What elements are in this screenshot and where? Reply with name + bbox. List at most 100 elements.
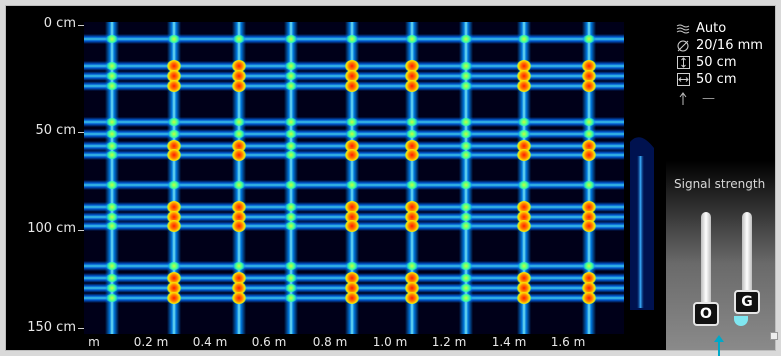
signal-knob-o[interactable]: O bbox=[693, 302, 719, 326]
rebar-crossing bbox=[106, 181, 118, 189]
rebar-crossing bbox=[106, 35, 118, 43]
signal-strength-title: Signal strength bbox=[674, 177, 766, 191]
rebar-crossing bbox=[346, 118, 358, 126]
rebar-crossing bbox=[518, 118, 530, 126]
signal-knob-g[interactable]: G bbox=[734, 290, 760, 314]
rebar-crossing bbox=[460, 82, 472, 90]
rebar-crossing bbox=[168, 262, 180, 270]
rebar-crossing bbox=[583, 35, 595, 43]
x-axis-label: 0.4 m bbox=[192, 335, 228, 349]
rebar-scan-heatmap[interactable] bbox=[84, 22, 624, 334]
rebar-hotspot bbox=[582, 272, 596, 284]
rebar-crossing bbox=[460, 213, 472, 221]
x-axis-label: 0.8 m bbox=[312, 335, 348, 349]
rebar-crossing bbox=[583, 181, 595, 189]
rebar-crossing bbox=[233, 181, 245, 189]
rebar-hotspot bbox=[405, 272, 419, 284]
rebar-hotspot bbox=[405, 282, 419, 294]
rebar-crossing bbox=[106, 130, 118, 138]
rebar-crossing bbox=[518, 262, 530, 270]
rebar-crossing bbox=[460, 181, 472, 189]
depth-offset-value: — bbox=[702, 91, 715, 106]
rebar-crossing bbox=[518, 181, 530, 189]
rebar-hotspot bbox=[517, 272, 531, 284]
rebar-crossing bbox=[106, 62, 118, 70]
rebar-crossing bbox=[460, 262, 472, 270]
rebar-crossing bbox=[346, 130, 358, 138]
rebar-crossing bbox=[233, 262, 245, 270]
signal-slider-track-right[interactable] bbox=[742, 212, 752, 312]
y-axis-labels: 0 cm 50 cm 100 cm 150 cm bbox=[6, 6, 76, 350]
vertical-rebar-band bbox=[459, 22, 473, 334]
corner-checkbox[interactable] bbox=[770, 332, 778, 340]
rebar-crossing bbox=[583, 118, 595, 126]
rebar-hotspot bbox=[517, 220, 531, 232]
x-axis-label: 0.6 m bbox=[251, 335, 287, 349]
rebar-hotspot bbox=[345, 220, 359, 232]
rebar-crossing bbox=[106, 274, 118, 282]
rebar-hotspot bbox=[517, 60, 531, 72]
rebar-hotspot bbox=[232, 60, 246, 72]
rebar-crossing bbox=[168, 35, 180, 43]
rebar-hotspot bbox=[345, 272, 359, 284]
rebar-crossing bbox=[460, 294, 472, 302]
rebar-crossing bbox=[346, 262, 358, 270]
vertical-rebar-band bbox=[405, 22, 419, 334]
rebar-hotspot bbox=[582, 201, 596, 213]
depth-offset-setting[interactable]: — bbox=[676, 90, 715, 107]
vertical-spacing-setting[interactable]: 50 cm bbox=[676, 54, 737, 71]
rebar-hotspot bbox=[405, 201, 419, 213]
cursor-pointer-arrow-icon bbox=[714, 335, 724, 356]
layers-setting[interactable]: Auto bbox=[676, 20, 726, 37]
signal-knob-o-label: O bbox=[700, 306, 712, 322]
rebar-crossing bbox=[285, 274, 297, 282]
x-axis-label: 1.6 m bbox=[550, 335, 586, 349]
signal-slider-track-left[interactable] bbox=[701, 212, 711, 312]
rebar-crossing bbox=[285, 35, 297, 43]
vertical-rebar-band bbox=[345, 22, 359, 334]
rebar-crossing bbox=[106, 142, 118, 150]
vertical-rebar-band bbox=[582, 22, 596, 334]
rebar-hotspot bbox=[167, 201, 181, 213]
rebar-crossing bbox=[406, 262, 418, 270]
rebar-crossing bbox=[460, 284, 472, 292]
horizontal-spacing-value: 50 cm bbox=[696, 72, 737, 87]
rebar-crossing bbox=[285, 151, 297, 159]
y-axis-label: 150 cm bbox=[27, 320, 76, 335]
rebar-crossing bbox=[346, 181, 358, 189]
diameter-setting[interactable]: 20/16 mm bbox=[676, 37, 763, 54]
rebar-crossing bbox=[518, 35, 530, 43]
signal-echo-streak bbox=[630, 137, 654, 310]
rebar-hotspot bbox=[232, 220, 246, 232]
horizontal-spacing-setting[interactable]: 50 cm bbox=[676, 71, 737, 88]
rebar-crossing bbox=[106, 294, 118, 302]
vertical-rebar-band bbox=[167, 22, 181, 334]
rebar-hotspot bbox=[345, 292, 359, 304]
rebar-crossing bbox=[285, 284, 297, 292]
rebar-crossing bbox=[106, 213, 118, 221]
rebar-crossing bbox=[168, 118, 180, 126]
rebar-crossing bbox=[106, 284, 118, 292]
rebar-hotspot bbox=[345, 282, 359, 294]
rebar-hotspot bbox=[167, 282, 181, 294]
x-axis-label: m bbox=[88, 335, 100, 349]
rebar-crossing bbox=[406, 35, 418, 43]
rebar-crossing bbox=[285, 62, 297, 70]
y-axis-label: 0 cm bbox=[43, 16, 76, 31]
rebar-crossing bbox=[285, 82, 297, 90]
rebar-crossing bbox=[285, 203, 297, 211]
rebar-crossing bbox=[460, 35, 472, 43]
rebar-crossing bbox=[285, 130, 297, 138]
x-axis-label: 0.2 m bbox=[133, 335, 169, 349]
rebar-crossing bbox=[460, 118, 472, 126]
rebar-hotspot bbox=[232, 149, 246, 161]
rebar-hotspot bbox=[345, 70, 359, 82]
rebar-crossing bbox=[233, 130, 245, 138]
arrow-up-icon bbox=[676, 91, 690, 106]
rebar-crossing bbox=[106, 222, 118, 230]
rebar-crossing bbox=[460, 222, 472, 230]
rebar-hotspot bbox=[167, 80, 181, 92]
rebar-hotspot bbox=[167, 272, 181, 284]
y-axis-tick bbox=[78, 230, 84, 231]
rebar-crossing bbox=[233, 118, 245, 126]
